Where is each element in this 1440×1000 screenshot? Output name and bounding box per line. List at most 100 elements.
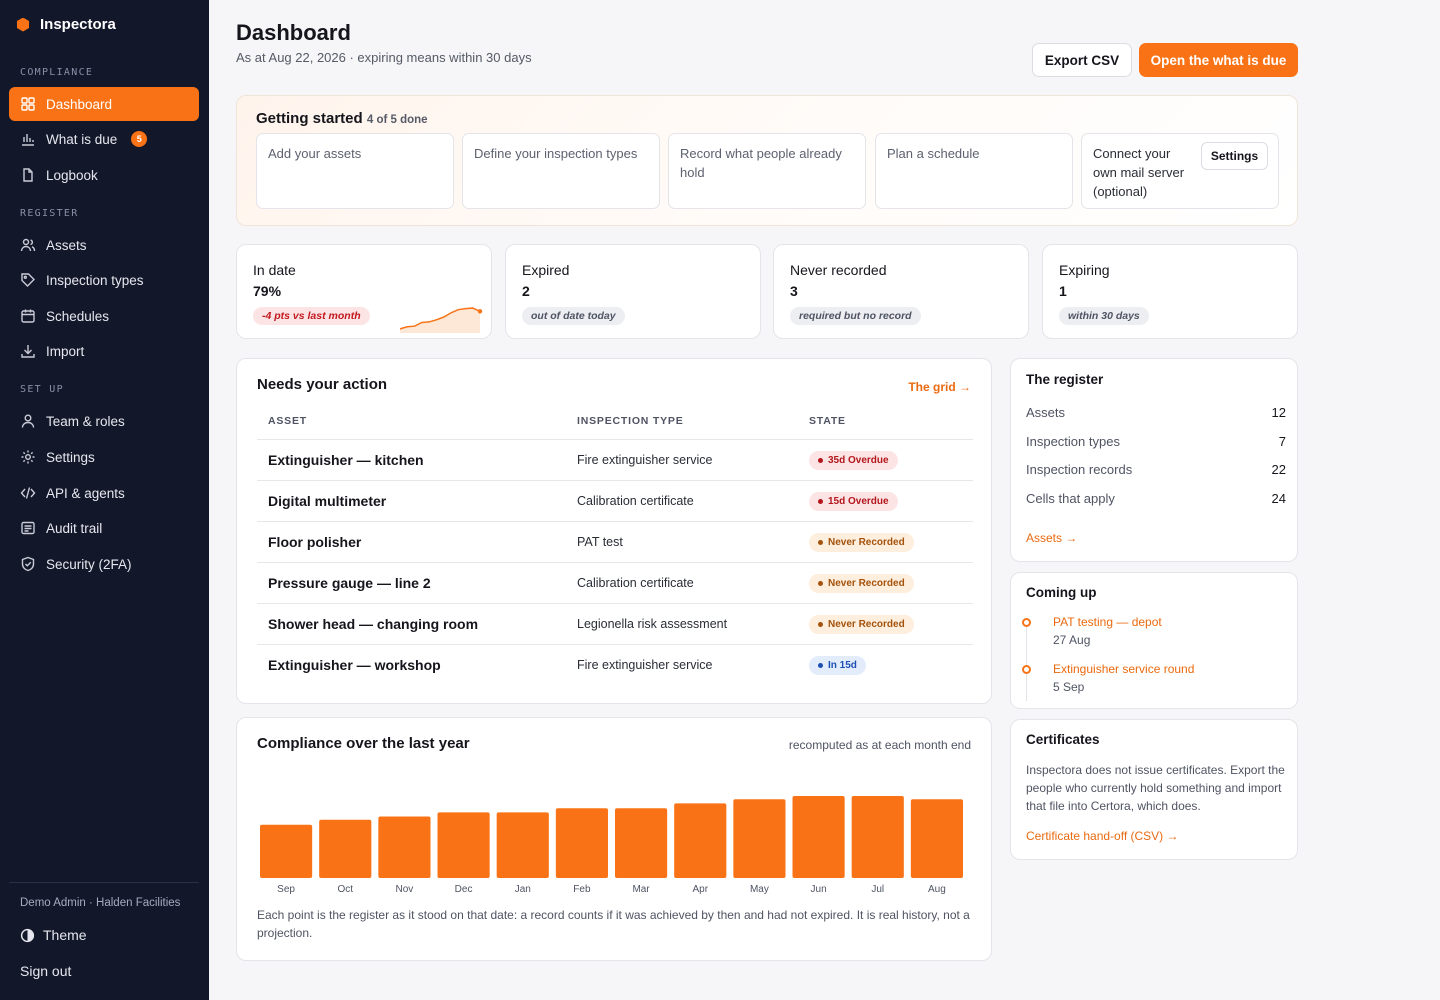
step-label: Record what people already hold — [680, 146, 842, 180]
inspection-type: Legionella risk assessment — [577, 617, 728, 631]
theme-toggle[interactable]: Theme — [20, 927, 87, 943]
register-label: Inspection records — [1026, 462, 1133, 477]
table-row[interactable]: Extinguisher — kitchen Fire extinguisher… — [257, 439, 973, 480]
sidebar-item-dashboard[interactable]: Dashboard — [9, 87, 199, 121]
sidebar-item-logbook[interactable]: Logbook — [9, 158, 199, 192]
x-tick-label: Jan — [515, 884, 531, 895]
chart-bar-jul[interactable] — [851, 796, 904, 878]
chart-bar-jun[interactable] — [792, 796, 845, 878]
sidebar-item-label: Team & roles — [46, 413, 125, 429]
step-define-types[interactable]: Define your inspection types — [462, 133, 660, 209]
sidebar-item-settings[interactable]: Settings — [9, 440, 199, 474]
register-value: 24 — [1271, 491, 1286, 506]
users-icon — [20, 238, 36, 252]
x-tick-label: Feb — [573, 884, 591, 895]
x-tick-label: Aug — [928, 884, 946, 895]
kpi-badge: within 30 days — [1059, 307, 1149, 325]
kpi-label: In date — [253, 262, 296, 278]
chart-bar-oct[interactable] — [319, 819, 372, 878]
contrast-icon — [20, 928, 35, 942]
state-badge: Never Recorded — [809, 533, 914, 552]
sidebar-item-label: Inspection types — [46, 272, 144, 288]
grid-link[interactable]: The grid → — [908, 380, 971, 394]
column-header-asset: ASSET — [268, 415, 308, 427]
sidebar-item-audit-trail[interactable]: Audit trail — [9, 511, 199, 545]
chart-bar-nov[interactable] — [378, 816, 431, 879]
sidebar-item-label: API & agents — [46, 485, 125, 501]
table-row[interactable]: Extinguisher — workshop Fire extinguishe… — [257, 644, 973, 685]
step-record-holdings[interactable]: Record what people already hold — [668, 133, 866, 209]
table-row[interactable]: Pressure gauge — line 2 Calibration cert… — [257, 562, 973, 603]
table-row[interactable]: Digital multimeter Calibration certifica… — [257, 480, 973, 521]
timeline-line — [1026, 623, 1027, 701]
register-card: The register Assets 12 Inspection types 7 … — [1010, 358, 1298, 562]
sidebar-item-label: Dashboard — [46, 96, 113, 112]
step-plan-schedule[interactable]: Plan a schedule — [875, 133, 1073, 209]
x-tick-label: Dec — [455, 884, 473, 895]
register-value: 7 — [1278, 434, 1286, 449]
sidebar-item-label: Import — [46, 343, 85, 359]
inspection-type: Calibration certificate — [577, 494, 694, 508]
upcoming-item-title[interactable]: Extinguisher service round — [1053, 662, 1195, 676]
trend-sparkline — [399, 307, 483, 333]
upcoming-item-date: 27 Aug — [1053, 633, 1091, 647]
grid-icon — [21, 97, 35, 111]
sidebar-item-inspection-types[interactable]: Inspection types — [9, 263, 199, 297]
sidebar-item-label: Settings — [46, 449, 95, 465]
inspection-type: Calibration certificate — [577, 576, 694, 590]
register-label: Assets — [1026, 405, 1066, 420]
kpi-expiring: Expiring 1 within 30 days — [1042, 244, 1298, 339]
step-settings-button[interactable]: Settings — [1201, 142, 1268, 170]
chart-bar-mar[interactable] — [615, 808, 668, 878]
chart-bar-apr[interactable] — [674, 803, 727, 878]
x-tick-label: Jul — [871, 884, 884, 895]
upcoming-item-title[interactable]: PAT testing — depot — [1053, 615, 1162, 629]
chart-bar-dec[interactable] — [437, 812, 490, 878]
download-icon — [21, 345, 35, 358]
section-setup: SET UP — [20, 384, 64, 395]
register-row: Inspection records 22 — [1026, 462, 1286, 482]
sparkline-area — [400, 308, 480, 333]
sign-out-link[interactable]: Sign out — [20, 963, 72, 979]
assets-link[interactable]: Assets → — [1026, 531, 1078, 545]
theme-label: Theme — [43, 927, 87, 943]
sidebar-item-team-roles[interactable]: Team & roles — [9, 404, 199, 438]
state-badge: Never Recorded — [809, 574, 914, 593]
sidebar-item-what-is-due[interactable]: What is due 5 — [9, 122, 199, 156]
chart-bar-jan[interactable] — [496, 812, 549, 878]
chart-bar-aug[interactable] — [910, 799, 963, 878]
sidebar-item-import[interactable]: Import — [9, 334, 199, 368]
app-name: Inspectora — [40, 16, 116, 33]
sidebar-item-security[interactable]: Security (2FA) — [9, 547, 199, 581]
step-add-assets[interactable]: Add your assets — [256, 133, 454, 209]
open-what-is-due-button[interactable]: Open the what is due — [1139, 43, 1298, 77]
table-row[interactable]: Floor polisher PAT test Never Recorded — [257, 521, 973, 562]
x-tick-label: May — [750, 884, 769, 895]
kpi-label: Never recorded — [790, 262, 887, 278]
getting-started-progress: 4 of 5 done — [366, 114, 428, 126]
step-label: Plan a schedule — [887, 146, 980, 161]
sidebar-item-label: Assets — [46, 237, 87, 253]
kpi-value: 1 — [1059, 283, 1067, 299]
certificate-handoff-link[interactable]: Certificate hand-off (CSV) → — [1026, 829, 1179, 843]
sidebar-item-assets[interactable]: Assets — [9, 228, 199, 262]
sidebar-item-schedules[interactable]: Schedules — [9, 299, 199, 333]
app-brand[interactable]: Inspectora — [16, 16, 116, 33]
state-badge: 35d Overdue — [809, 451, 898, 470]
export-csv-button[interactable]: Export CSV — [1032, 43, 1132, 77]
due-count-badge: 5 — [131, 131, 148, 147]
chart-bar-may[interactable] — [733, 799, 786, 878]
timeline-dot — [1022, 618, 1031, 627]
table-row[interactable]: Shower head — changing room Legionella r… — [257, 603, 973, 644]
sidebar-divider — [9, 882, 199, 883]
inspection-type: Fire extinguisher service — [577, 453, 713, 467]
step-label: Define your inspection types — [474, 146, 638, 161]
chart-bar-sep[interactable] — [260, 824, 313, 878]
register-label: Inspection types — [1026, 434, 1120, 449]
compliance-title: Compliance over the last year — [257, 735, 470, 752]
sparkline-end-point — [477, 309, 483, 314]
chart-bar-feb[interactable] — [555, 808, 608, 878]
getting-started-heading: Getting started — [256, 110, 363, 127]
inspection-type: PAT test — [577, 535, 623, 549]
sidebar-item-api-agents[interactable]: API & agents — [9, 476, 199, 510]
